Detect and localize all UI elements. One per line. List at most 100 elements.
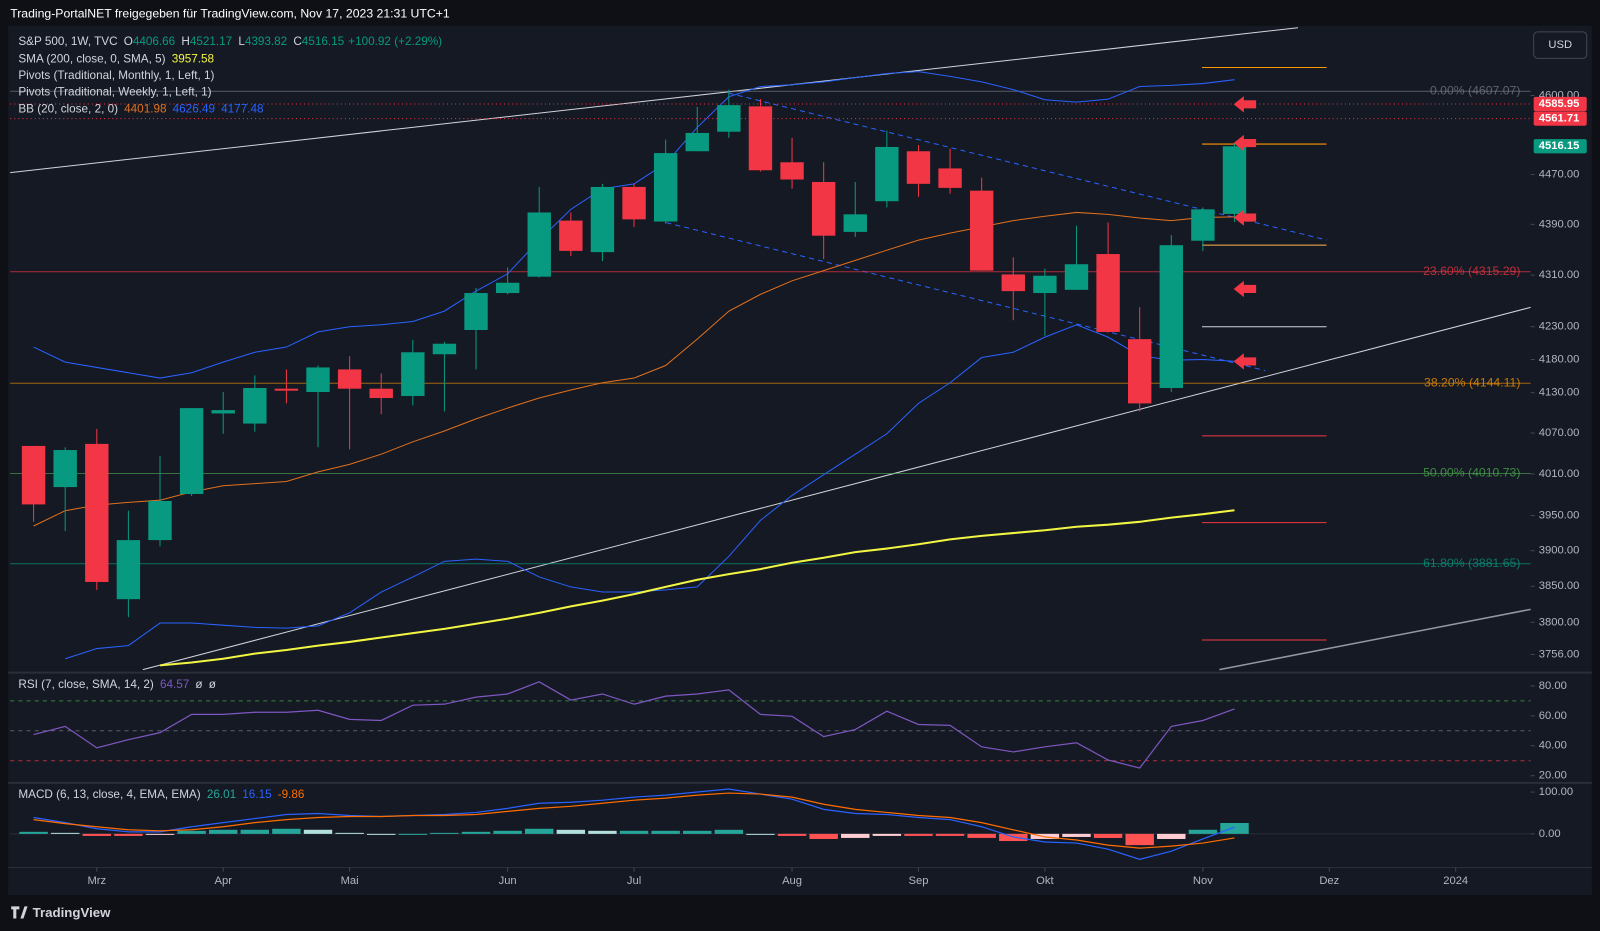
fib-label: 23.60% (4315.29) bbox=[1423, 264, 1520, 278]
y-tick-label: 4070.00 bbox=[1539, 427, 1580, 439]
legend-value: RSI (7, close, SMA, 14, 2) bbox=[18, 678, 154, 691]
y-tick-label: 80.00 bbox=[1539, 680, 1567, 692]
bb-line bbox=[33, 211, 1235, 527]
macd-histogram-bar bbox=[556, 829, 586, 834]
macd-histogram-bar bbox=[398, 833, 428, 835]
macd-histogram-bar bbox=[683, 830, 712, 834]
candle-body bbox=[527, 212, 551, 277]
macd-histogram-bar bbox=[1062, 833, 1091, 837]
legend-value: H bbox=[181, 35, 189, 48]
candle-body bbox=[211, 410, 235, 414]
legend-value: O bbox=[124, 35, 133, 48]
legend-value: 3957.58 bbox=[172, 52, 215, 65]
price-badge-label: 4585.95 bbox=[1539, 98, 1580, 110]
legend-pivots: Pivots (Traditional, Monthly, 1, Left, 1… bbox=[18, 69, 214, 82]
legend-value: 26.01 bbox=[207, 788, 236, 801]
arrow bbox=[1233, 209, 1257, 226]
candle-body bbox=[85, 443, 109, 582]
macd-histogram-bar bbox=[335, 832, 364, 834]
legend-value: 4516.15 bbox=[302, 35, 345, 48]
candle-body bbox=[369, 388, 393, 399]
macd-histogram-bar bbox=[430, 832, 459, 834]
macd-histogram-bar bbox=[619, 830, 649, 834]
y-tick-label: 4180.00 bbox=[1539, 353, 1580, 365]
y-tick-label: 40.00 bbox=[1539, 740, 1567, 752]
x-tick-label: Sep bbox=[908, 875, 928, 887]
y-tick-label: 4470.00 bbox=[1539, 169, 1580, 181]
arrow bbox=[1233, 134, 1257, 152]
macd-histogram-bar bbox=[272, 828, 301, 834]
y-tick-label: 60.00 bbox=[1539, 710, 1567, 722]
candle-body bbox=[811, 181, 836, 236]
candle-body bbox=[938, 168, 962, 188]
candle-body bbox=[1191, 209, 1215, 241]
y-tick-label: 3950.00 bbox=[1539, 510, 1580, 522]
macd-histogram-bar bbox=[746, 833, 775, 835]
candle-body bbox=[243, 388, 267, 424]
macd-histogram-bar bbox=[177, 830, 206, 834]
y-tick-label: 3800.00 bbox=[1539, 616, 1580, 628]
candle-body bbox=[559, 220, 583, 251]
currency-button-frame[interactable] bbox=[1533, 31, 1588, 59]
macd-histogram-bar bbox=[1220, 822, 1249, 834]
macd-histogram-bar bbox=[114, 833, 143, 836]
header: Trading-PortalNET freigegeben für Tradin… bbox=[10, 7, 450, 21]
y-tick-label: 0.00 bbox=[1539, 828, 1561, 840]
candle-body bbox=[685, 132, 709, 152]
legend-value: MACD (6, 13, close, 4, EMA, EMA) bbox=[18, 788, 200, 801]
candle-body bbox=[748, 106, 773, 171]
currency-button[interactable]: USD bbox=[1533, 31, 1588, 59]
currency-label[interactable]: USD bbox=[1548, 39, 1572, 51]
y-tick-label: 3850.00 bbox=[1539, 580, 1580, 592]
legend-value: C bbox=[293, 35, 302, 48]
y-tick-label: 100.00 bbox=[1539, 786, 1573, 798]
fib-label: 61.80% (3881.65) bbox=[1423, 556, 1520, 570]
candle-body bbox=[780, 162, 804, 180]
legend-value: +100.92 (+2.29%) bbox=[348, 35, 442, 48]
price-badge-label: 4561.71 bbox=[1539, 113, 1580, 125]
legend-value: ø bbox=[209, 678, 216, 691]
legend-symbol: S&P 500, 1W, TVC O4406.66 H4521.17 L4393.82… bbox=[18, 35, 442, 48]
candle-body bbox=[1222, 146, 1247, 214]
x-tick-label: 2024 bbox=[1443, 875, 1468, 887]
y-tick-label: 3756.00 bbox=[1539, 648, 1580, 660]
last-price-badge bbox=[1533, 139, 1587, 154]
legend-value: -9.86 bbox=[278, 788, 305, 801]
channel-line bbox=[666, 222, 1266, 372]
macd-histogram-bar bbox=[19, 831, 48, 834]
x-tick-label: Jul bbox=[627, 875, 641, 887]
legend-rsi: RSI (7, close, SMA, 14, 2) 64.57 ø ø bbox=[18, 678, 216, 691]
macd-histogram-bar bbox=[904, 833, 933, 836]
fib-label: 38.20% (4144.11) bbox=[1424, 376, 1520, 390]
drawings bbox=[10, 27, 1531, 671]
chart-area bbox=[8, 25, 1592, 896]
macd-histogram-bar bbox=[303, 829, 333, 834]
x-tick-label: Jun bbox=[499, 875, 517, 887]
candle-body bbox=[464, 293, 488, 330]
legend-pivots: Pivots (Traditional, Weekly, 1, Left, 1) bbox=[18, 86, 211, 99]
legend-macd: MACD (6, 13, close, 4, EMA, EMA) 26.01 16.… bbox=[18, 788, 304, 801]
candle-body bbox=[622, 186, 646, 220]
x-tick-label: Okt bbox=[1036, 875, 1054, 887]
arrow bbox=[1233, 96, 1257, 113]
macd-histogram-bar bbox=[1093, 833, 1123, 838]
sma-line bbox=[159, 509, 1235, 667]
y-tick-label: 4390.00 bbox=[1539, 218, 1580, 230]
macd-histogram-bar bbox=[651, 830, 680, 834]
macd-histogram-bar bbox=[809, 833, 838, 839]
legend-value: 4177.48 bbox=[221, 102, 264, 115]
price-badge bbox=[1533, 96, 1587, 112]
macd-histogram-bar bbox=[208, 829, 238, 834]
legend-sma: SMA (200, close, 0, SMA, 5) 3957.58 bbox=[18, 52, 214, 65]
legend-value: 4401.98 bbox=[124, 102, 167, 115]
arrow bbox=[1233, 280, 1257, 298]
candle-body bbox=[1001, 274, 1025, 292]
candle-body bbox=[1159, 245, 1183, 389]
macd-histogram-bar bbox=[525, 828, 554, 834]
fib-label: 0.00% (4607.07) bbox=[1430, 84, 1520, 98]
candle-body bbox=[1096, 254, 1120, 332]
macd-histogram-bar bbox=[461, 831, 491, 834]
candle-body bbox=[116, 540, 141, 600]
macd-histogram-bar bbox=[714, 829, 744, 834]
